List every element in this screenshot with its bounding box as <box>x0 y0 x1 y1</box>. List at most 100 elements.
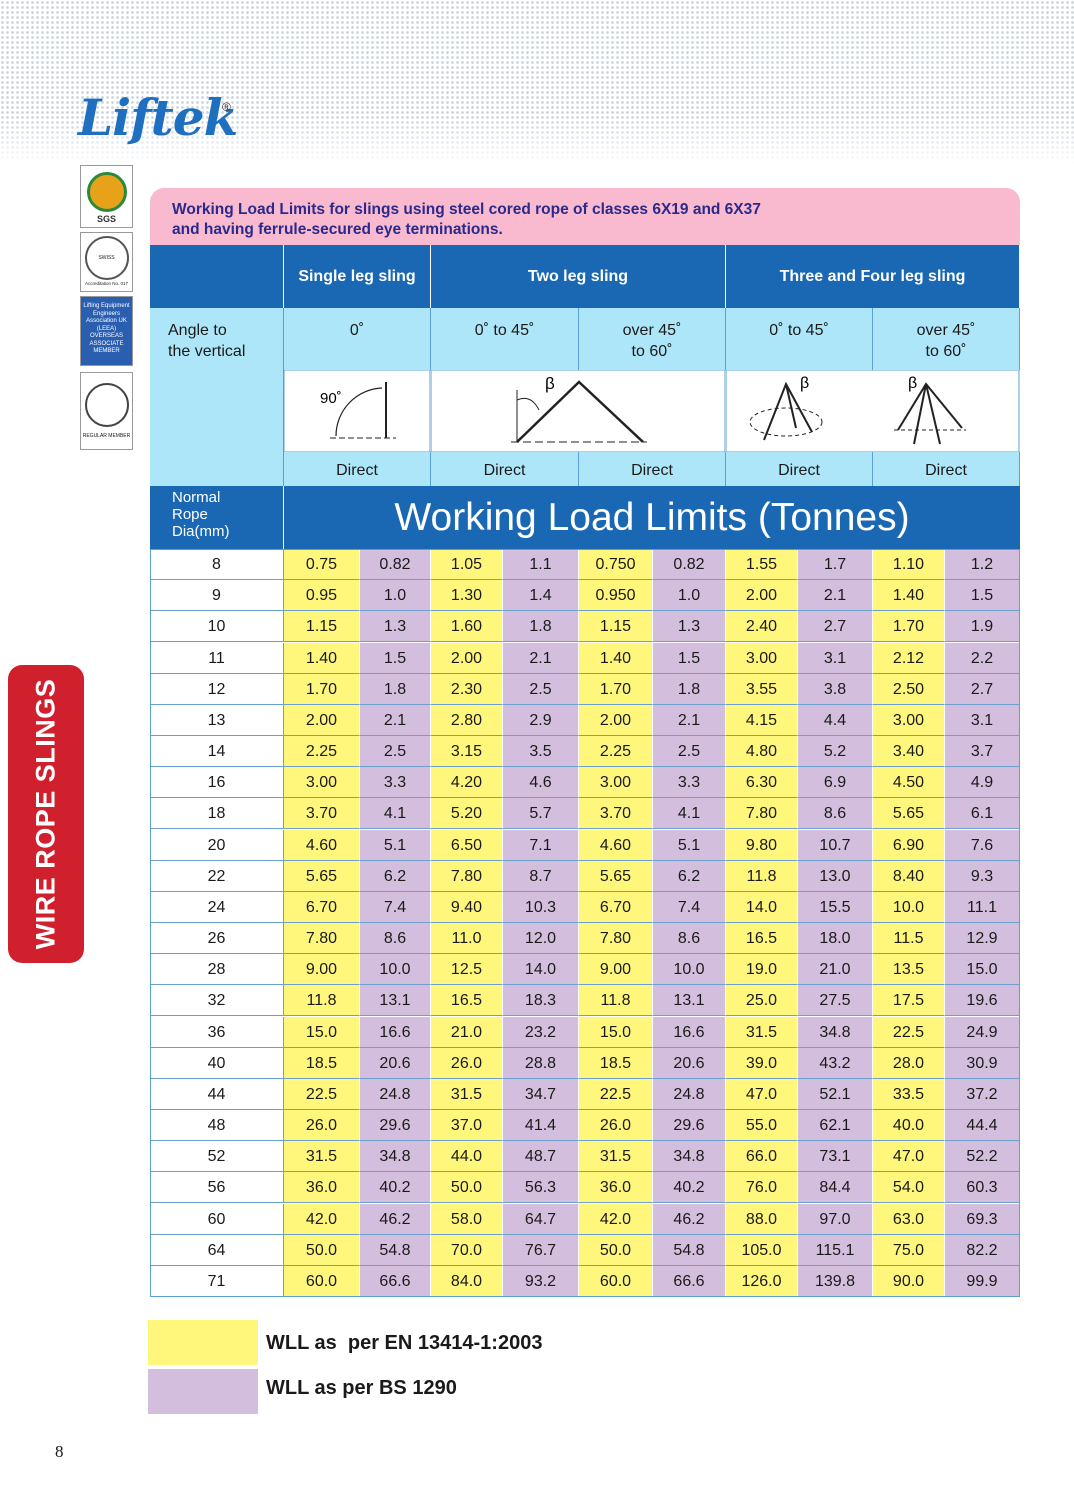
angle-label-line: Angle to <box>168 322 227 339</box>
wll-cell: 115.1 <box>798 1234 873 1266</box>
wll-cell: 66.6 <box>653 1265 726 1297</box>
wll-cell: 34.8 <box>360 1141 431 1173</box>
dia-cell: 9 <box>150 580 284 612</box>
wll-cell: 21.0 <box>798 954 873 986</box>
wll-cell: 0.950 <box>579 580 653 612</box>
wll-cell: 5.1 <box>360 829 431 861</box>
wll-cell: 5.1 <box>653 829 726 861</box>
wll-cell: 20.6 <box>653 1047 726 1079</box>
group-header: Two leg sling <box>431 245 726 308</box>
wll-cell: 3.00 <box>873 704 945 736</box>
wll-cell: 28.8 <box>503 1047 579 1079</box>
wll-cell: 1.70 <box>284 673 360 705</box>
angle-line: 0˚ to 45˚ <box>769 322 829 339</box>
wll-cell: 31.5 <box>431 1078 503 1110</box>
wll-cell: 3.70 <box>284 798 360 830</box>
angle-line: over 45˚ <box>916 322 976 339</box>
leg <box>925 383 941 445</box>
side-tab-text: WIRE ROPE SLINGS <box>30 678 61 950</box>
wll-cell: 1.40 <box>873 580 945 612</box>
wll-cell: 36.0 <box>284 1172 360 1204</box>
wll-cell: 11.8 <box>579 985 653 1017</box>
wll-cell: 3.70 <box>579 798 653 830</box>
wll-cell: 1.5 <box>945 580 1020 612</box>
wll-cell: 15.0 <box>284 1016 360 1048</box>
wll-cell: 4.60 <box>579 829 653 861</box>
wll-cell: 11.5 <box>873 923 945 955</box>
wll-cell: 56.3 <box>503 1172 579 1204</box>
wll-cell: 2.50 <box>873 673 945 705</box>
wll-cell: 1.70 <box>873 611 945 643</box>
badge-text: REGULAR MEMBER <box>82 433 131 439</box>
wll-cell: 12.9 <box>945 923 1020 955</box>
wll-cell: 52.1 <box>798 1078 873 1110</box>
wll-cell: 70.0 <box>431 1234 503 1266</box>
wll-cell: 3.00 <box>284 767 360 799</box>
wll-cell: 1.1 <box>503 549 579 581</box>
method-cell: Direct <box>431 452 579 486</box>
cell-bg <box>726 370 1020 452</box>
wll-cell: 2.5 <box>503 673 579 705</box>
wll-cell: 5.65 <box>579 860 653 892</box>
wll-cell: 1.40 <box>284 642 360 674</box>
wll-cell: 66.0 <box>726 1141 798 1173</box>
dia-cell: 18 <box>150 798 284 830</box>
page-number: 8 <box>55 1442 64 1461</box>
wll-cell: 24.8 <box>360 1078 431 1110</box>
dia-cell: 8 <box>150 549 284 581</box>
wll-cell: 16.5 <box>726 923 798 955</box>
table-caption: Working Load Limits for slings using ste… <box>150 188 1020 245</box>
dia-cell: 64 <box>150 1234 284 1266</box>
wll-cell: 26.0 <box>284 1110 360 1142</box>
beta: β <box>908 375 917 392</box>
angle-line: 0˚ to 45˚ <box>474 322 535 339</box>
wll-cell: 31.5 <box>579 1141 653 1173</box>
badge-text: Engineers <box>92 310 121 317</box>
wll-cell: 90.0 <box>873 1265 945 1297</box>
wll-cell: 4.6 <box>503 767 579 799</box>
wll-cell: 1.15 <box>579 611 653 643</box>
wll-cell: 27.5 <box>798 985 873 1017</box>
cell-bg <box>284 370 431 452</box>
wll-cell: 20.6 <box>360 1047 431 1079</box>
wll-cell: 19.6 <box>945 985 1020 1017</box>
wll-cell: 15.5 <box>798 891 873 923</box>
wll-cell: 37.0 <box>431 1110 503 1142</box>
wll-cell: 4.60 <box>284 829 360 861</box>
badge-text: Lifting Equipment <box>83 303 130 309</box>
wll-cell: 1.2 <box>945 549 1020 581</box>
wll-cell: 4.20 <box>431 767 503 799</box>
wll-cell: 25.0 <box>726 985 798 1017</box>
wll-cell: 3.55 <box>726 673 798 705</box>
wll-cell: 3.5 <box>503 736 579 768</box>
dia-cell: 28 <box>150 954 284 986</box>
wll-cell: 10.7 <box>798 829 873 861</box>
method-cell: Direct <box>726 452 873 486</box>
wll-cell: 76.7 <box>503 1234 579 1266</box>
wll-cell: 1.10 <box>873 549 945 581</box>
leea-badge: Lifting Equipment Engineers Association UK… <box>80 296 133 366</box>
wll-cell: 13.5 <box>873 954 945 986</box>
wll-cell: 126.0 <box>726 1265 798 1297</box>
wll-cell: 2.1 <box>798 580 873 612</box>
dia-cell: 22 <box>150 860 284 892</box>
wll-cell: 1.0 <box>360 580 431 612</box>
wll-cell: 48.7 <box>503 1141 579 1173</box>
badge-text: (LEEA) <box>96 325 117 332</box>
diagram-two-leg: β <box>431 370 726 452</box>
wll-cell: 93.2 <box>503 1265 579 1297</box>
wll-cell: 46.2 <box>653 1203 726 1235</box>
legs <box>516 380 644 443</box>
wll-cell: 34.7 <box>503 1078 579 1110</box>
angle-text: 90˚ <box>320 390 342 407</box>
wll-cell: 88.0 <box>726 1203 798 1235</box>
leg <box>913 383 927 445</box>
wll-cell: 33.5 <box>873 1078 945 1110</box>
wll-cell: 4.15 <box>726 704 798 736</box>
dia-cell: 12 <box>150 673 284 705</box>
wll-cell: 50.0 <box>579 1234 653 1266</box>
dia-cell: 26 <box>150 923 284 955</box>
legend-text: WLL as per EN 13414-1:2003 <box>266 1332 543 1354</box>
wll-cell: 44.0 <box>431 1141 503 1173</box>
wll-cell: 47.0 <box>726 1078 798 1110</box>
